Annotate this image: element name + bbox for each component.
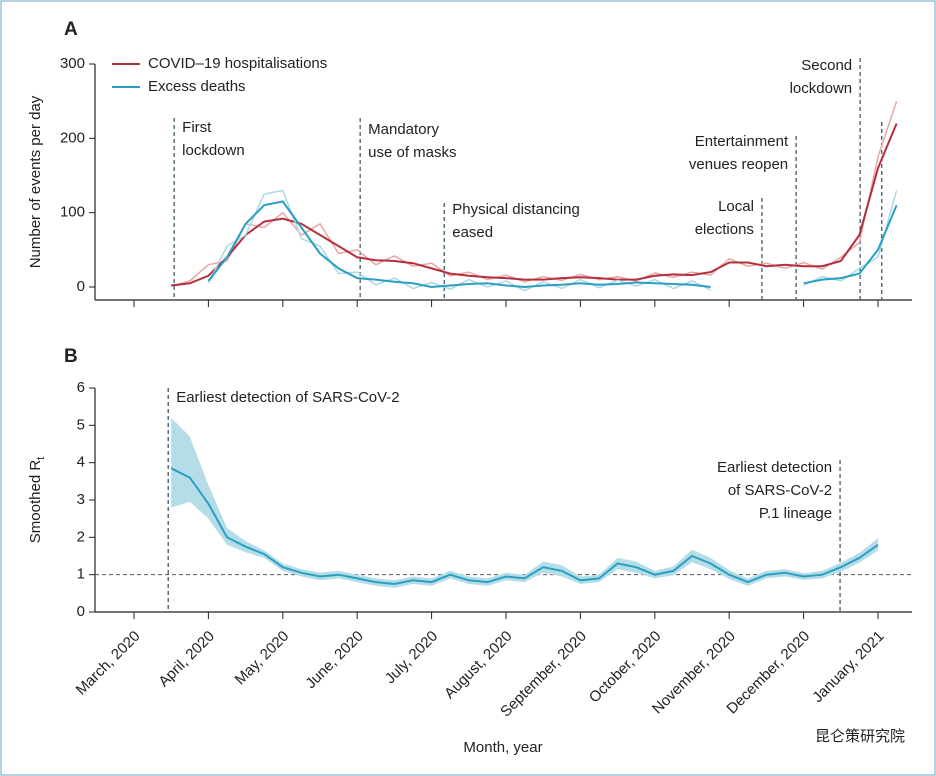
annotation-label: Local bbox=[718, 198, 754, 215]
annotation-label: of SARS-CoV-2 bbox=[728, 482, 832, 499]
y-tick-label: 3 bbox=[77, 491, 85, 508]
series-line bbox=[170, 467, 879, 586]
annotation-label: P.1 lineage bbox=[759, 505, 832, 522]
y-tick-label: 0 bbox=[77, 603, 85, 620]
series-line bbox=[171, 123, 898, 287]
y-axis-label-sub: t bbox=[35, 457, 47, 460]
x-tick-label: October, 2020 bbox=[586, 628, 665, 707]
y-axis-label: Smoothed Rt bbox=[27, 457, 47, 543]
annotation-label: venues reopen bbox=[689, 156, 788, 173]
legend-label: Excess deaths bbox=[148, 78, 246, 95]
series-line bbox=[207, 200, 898, 289]
annotation-label: elections bbox=[695, 221, 754, 238]
x-axis-label: Month, year bbox=[463, 739, 542, 756]
raw-line bbox=[170, 100, 898, 287]
panel-label: B bbox=[64, 346, 78, 367]
annotation-label: lockdown bbox=[790, 80, 853, 97]
x-tick-label: May, 2020 bbox=[232, 628, 293, 689]
x-tick-label: July, 2020 bbox=[382, 628, 442, 688]
y-tick-label: 6 bbox=[77, 379, 85, 396]
y-tick-label: 1 bbox=[77, 566, 85, 583]
annotation-label: Mandatory bbox=[368, 121, 439, 138]
annotation-label: eased bbox=[452, 224, 493, 241]
annotation-label: use of masks bbox=[368, 144, 456, 161]
x-tick-label: January, 2021 bbox=[809, 628, 887, 706]
annotation-label: Second bbox=[801, 57, 852, 74]
annotation-label: First bbox=[182, 119, 212, 136]
watermark: 昆仑策研究院 bbox=[815, 727, 905, 745]
annotation-label: lockdown bbox=[182, 142, 245, 159]
legend-label: COVID–19 hospitalisations bbox=[148, 55, 327, 72]
y-tick-label: 100 bbox=[60, 204, 85, 221]
x-tick-label: April, 2020 bbox=[155, 628, 218, 691]
annotation-label: Entertainment bbox=[695, 133, 789, 150]
annotation-label: Physical distancing bbox=[452, 201, 580, 218]
panel-label: A bbox=[64, 19, 78, 40]
annotation-label: Earliest detection bbox=[717, 459, 832, 476]
y-tick-label: 2 bbox=[77, 528, 85, 545]
y-tick-label: 200 bbox=[60, 129, 85, 146]
x-tick-label: August, 2020 bbox=[441, 628, 516, 703]
y-tick-label: 4 bbox=[77, 454, 85, 471]
annotation-label: Earliest detection of SARS-CoV-2 bbox=[176, 389, 399, 406]
x-tick-label: June, 2020 bbox=[302, 628, 367, 693]
x-tick-label: March, 2020 bbox=[73, 628, 144, 699]
y-axis-label-main: Smoothed R bbox=[27, 460, 44, 544]
y-tick-label: 5 bbox=[77, 416, 85, 433]
y-tick-label: 300 bbox=[60, 55, 85, 72]
y-axis-label: Number of events per day bbox=[27, 95, 44, 268]
y-tick-label: 0 bbox=[77, 278, 85, 295]
